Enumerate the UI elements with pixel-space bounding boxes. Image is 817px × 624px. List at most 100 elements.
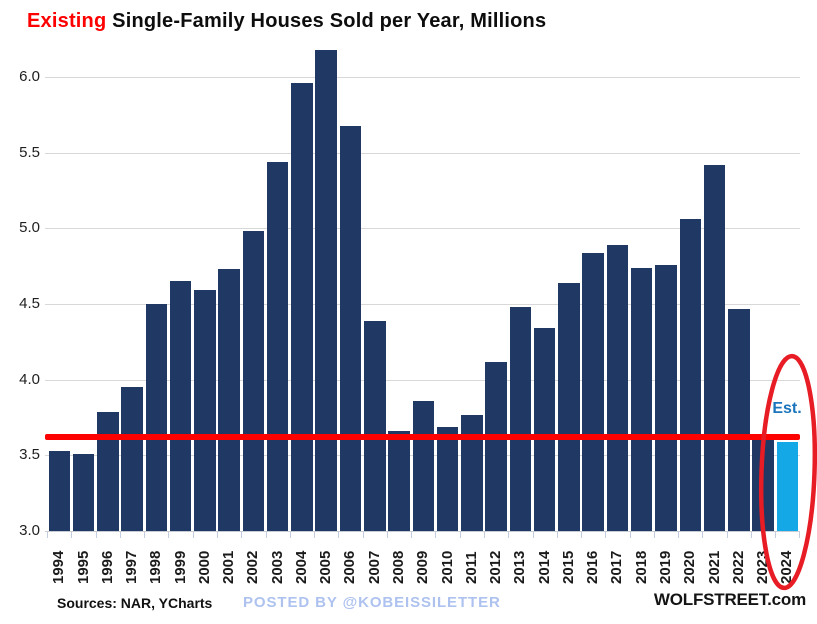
x-axis-label-1999: 1999 (171, 550, 189, 584)
x-axis-label-2013: 2013 (511, 550, 529, 584)
x-axis-tick (435, 532, 437, 538)
x-axis-tick (483, 532, 485, 538)
x-axis-tick (556, 532, 558, 538)
bar-2000 (194, 290, 216, 531)
x-axis-label-2001: 2001 (220, 550, 238, 584)
x-axis-label-2003: 2003 (268, 550, 286, 584)
bar-2023 (752, 434, 774, 531)
bar-2015 (558, 282, 580, 531)
y-gridline-5.0 (45, 228, 800, 230)
x-axis-label-2015: 2015 (559, 550, 577, 584)
x-axis-label-2014: 2014 (535, 550, 553, 584)
x-axis-label-2020: 2020 (681, 550, 699, 584)
bar-2004 (291, 83, 313, 531)
x-axis-tick (653, 532, 655, 538)
x-axis-tick (386, 532, 388, 538)
x-axis-tick (605, 532, 607, 538)
y-axis-tick-label: 4.5 (19, 295, 40, 313)
x-axis-tick (508, 532, 510, 538)
x-axis-label-2002: 2002 (244, 550, 262, 584)
x-axis-label-2017: 2017 (608, 550, 626, 584)
posted-by-credit: POSTED BY @KOBEISSILETTER (243, 594, 501, 611)
bar-2005 (315, 49, 337, 531)
x-axis-tick (702, 532, 704, 538)
x-axis-label-2016: 2016 (584, 550, 602, 584)
bar-2017 (606, 245, 629, 531)
x-axis-label-2005: 2005 (317, 550, 335, 584)
y-axis-tick-label: 5.5 (19, 143, 40, 161)
bar-1994 (48, 450, 70, 531)
x-axis-tick (532, 532, 534, 538)
estimate-label: Est. (772, 400, 802, 417)
bar-2011 (461, 414, 483, 531)
bar-1996 (97, 411, 119, 531)
x-axis-label-1994: 1994 (50, 550, 68, 584)
y-axis-tick-label: 6.0 (19, 68, 40, 86)
y-axis-tick-label: 5.0 (19, 219, 40, 237)
bar-1998 (145, 304, 167, 531)
chart-title-rest: Single-Family Houses Sold per Year, Mill… (106, 10, 547, 32)
chart-title: Existing Single-Family Houses Sold per Y… (27, 10, 546, 33)
x-axis-tick (775, 532, 777, 538)
x-axis-label-2024: 2024 (778, 550, 796, 584)
bar-2010 (436, 426, 459, 531)
bar-2007 (364, 320, 386, 531)
x-axis-tick (314, 532, 315, 538)
x-axis-label-2012: 2012 (487, 550, 505, 584)
bar-2008 (388, 431, 410, 531)
wolfstreet-logo: WOLFSTREET.com (653, 590, 806, 609)
x-axis-label-2019: 2019 (657, 550, 674, 584)
x-axis-tick (678, 532, 680, 538)
y-gridline-6.0 (45, 77, 800, 79)
x-axis-tick (119, 532, 121, 538)
bar-2019 (655, 264, 677, 531)
x-axis-tick (629, 532, 631, 538)
x-axis-label-2008: 2008 (390, 550, 407, 584)
bar-2002 (242, 231, 265, 531)
x-axis-tick (581, 532, 582, 538)
bar-2012 (485, 361, 507, 531)
x-axis-tick (47, 532, 49, 538)
x-axis-tick (362, 532, 364, 538)
y-gridline-5.5 (45, 152, 800, 154)
x-axis-tick (726, 532, 728, 538)
x-axis-label-2010: 2010 (438, 550, 456, 584)
x-axis-label-2004: 2004 (292, 550, 310, 584)
chart-title-highlight: Existing (27, 10, 107, 32)
x-axis-tick (411, 532, 413, 538)
bar-2009 (412, 400, 434, 531)
x-axis-tick (71, 532, 73, 538)
bar-2018 (630, 267, 653, 531)
x-axis-tick (192, 532, 194, 538)
x-axis-label-2023: 2023 (754, 550, 771, 584)
x-axis-tick (750, 532, 752, 538)
bar-1999 (169, 281, 192, 531)
bar-2021 (703, 164, 726, 531)
bar-2003 (266, 161, 289, 531)
bar-2022 (728, 308, 750, 531)
x-axis-label-1995: 1995 (74, 550, 92, 584)
x-axis-label-2011: 2011 (462, 551, 480, 584)
x-axis-label-2006: 2006 (341, 550, 359, 584)
x-axis-label-1998: 1998 (147, 550, 165, 584)
y-axis-tick-label: 3.5 (19, 446, 40, 464)
x-axis-line (45, 531, 800, 532)
x-axis-tick (289, 532, 291, 538)
bar-1997 (121, 387, 143, 531)
bar-1995 (72, 453, 95, 531)
bar-2013 (509, 307, 532, 531)
x-axis-label-2018: 2018 (632, 550, 650, 584)
bar-2024 (776, 441, 799, 531)
x-axis-tick (95, 532, 97, 538)
x-axis-label-1997: 1997 (123, 550, 140, 584)
y-axis-tick-label: 4.0 (19, 370, 40, 388)
bar-2016 (582, 252, 604, 531)
y-axis-tick-label: 3.0 (19, 522, 40, 539)
bar-2006 (339, 125, 362, 531)
sources-note: Sources: NAR, YCharts (57, 595, 213, 611)
x-axis-tick (265, 532, 267, 538)
y-gridline-4.0 (45, 379, 800, 381)
x-axis-tick (217, 532, 218, 538)
x-axis-label-1996: 1996 (98, 550, 116, 584)
